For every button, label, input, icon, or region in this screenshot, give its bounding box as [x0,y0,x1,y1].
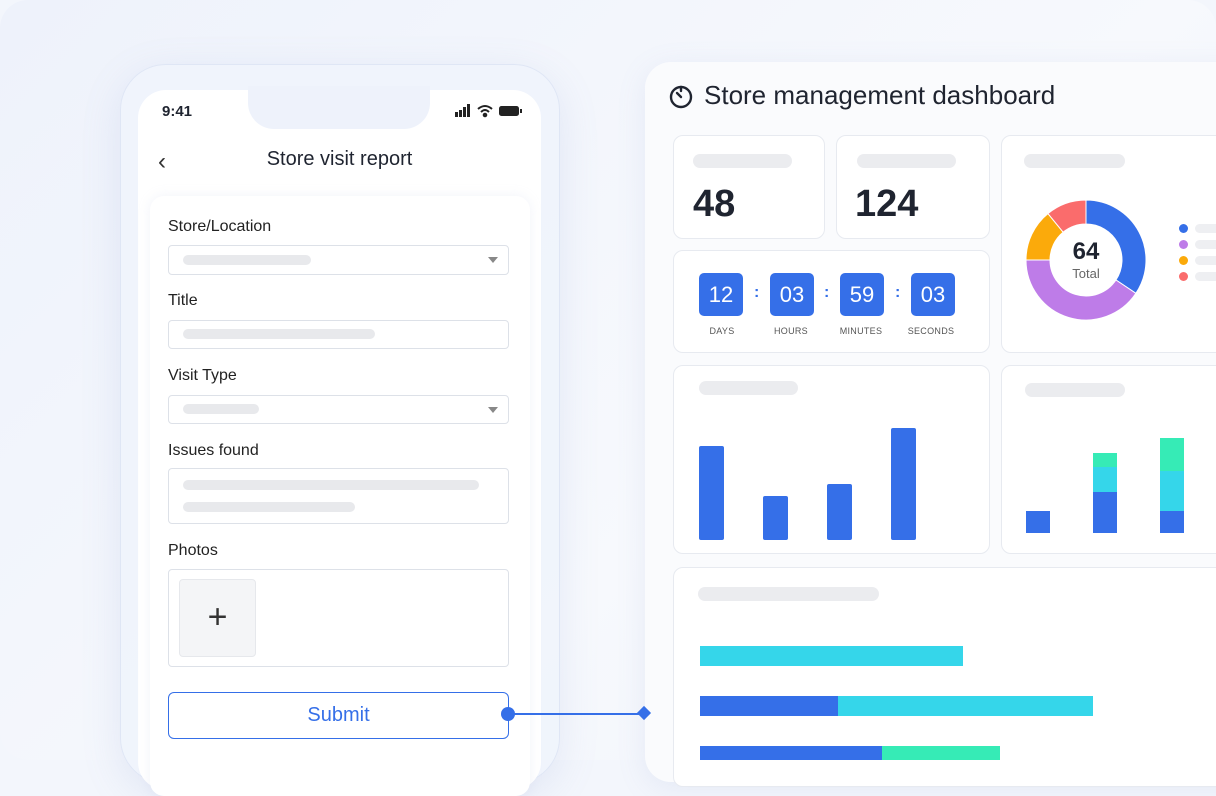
title-input[interactable] [168,320,509,349]
days-label: DAYS [709,326,735,336]
stat-card: 48 [673,135,825,239]
donut-slice [1085,199,1147,295]
phone-notch [248,86,430,129]
hbar-segment [838,696,1093,716]
issues-found-label: Issues found [168,442,259,459]
store-location-label: Store/Location [168,218,272,235]
donut-slice [1025,259,1137,321]
bar [699,446,724,540]
hours-label: HOURS [773,326,808,336]
stacked-bar-segment [1093,453,1117,467]
hbar-segment [700,696,838,716]
legend-dot [1179,240,1188,249]
page-title: Store visit report [266,148,413,170]
issues-found-textarea[interactable] [168,468,509,524]
hbar-segment [882,746,1000,760]
hbar-segment [700,746,882,760]
countdown-hours: 03 [770,273,814,316]
wifi-icon [477,105,493,118]
separator: : [824,284,830,301]
title-label: Title [168,292,198,309]
countdown-minutes: 59 [840,273,884,316]
donut-total: 64 [1072,238,1100,265]
separator: : [754,284,760,301]
store-location-select[interactable] [168,245,509,275]
donut-slice [1047,199,1087,233]
seconds-label: SECONDS [907,326,955,336]
stacked-bar-segment [1160,438,1184,471]
stacked-bar-segment [1160,471,1184,511]
status-icons [455,104,522,118]
add-photo-button[interactable]: + [179,579,256,657]
signal-icon [455,104,470,117]
timer-icon [669,85,693,109]
stat-value: 124 [855,183,919,225]
stat-value: 48 [693,183,736,225]
legend-dot [1179,256,1188,265]
bar [763,496,788,540]
stacked-bar-segment [1026,511,1050,533]
bar [827,484,852,540]
minutes-label: MINUTES [839,326,883,336]
bar [891,428,916,540]
chevron-down-icon [488,407,498,413]
legend-dot [1179,224,1188,233]
visit-type-select[interactable] [168,395,509,424]
stacked-bar-segment [1093,492,1117,533]
stat-card: 124 [836,135,990,239]
legend-dot [1179,272,1188,281]
connector-dot [501,707,515,721]
battery-icon [499,106,522,116]
donut-chart [1025,199,1147,321]
connector-diamond [636,705,652,721]
stacked-bar-segment [1093,467,1117,492]
photos-label: Photos [168,542,218,559]
charts-layer [699,428,1184,760]
countdown-days: 12 [699,273,743,316]
separator: : [895,284,901,301]
visit-type-label: Visit Type [168,367,237,384]
back-chevron-icon[interactable]: ‹ [158,148,166,175]
chevron-down-icon [488,257,498,263]
donut-total-label: Total [1072,266,1100,281]
stacked-bar-segment [1160,511,1184,533]
dashboard-title: Store management dashboard [704,80,1056,110]
status-time: 9:41 [162,103,193,120]
connector [501,705,652,721]
countdown-seconds: 03 [911,273,955,316]
hbar-segment [700,646,963,666]
